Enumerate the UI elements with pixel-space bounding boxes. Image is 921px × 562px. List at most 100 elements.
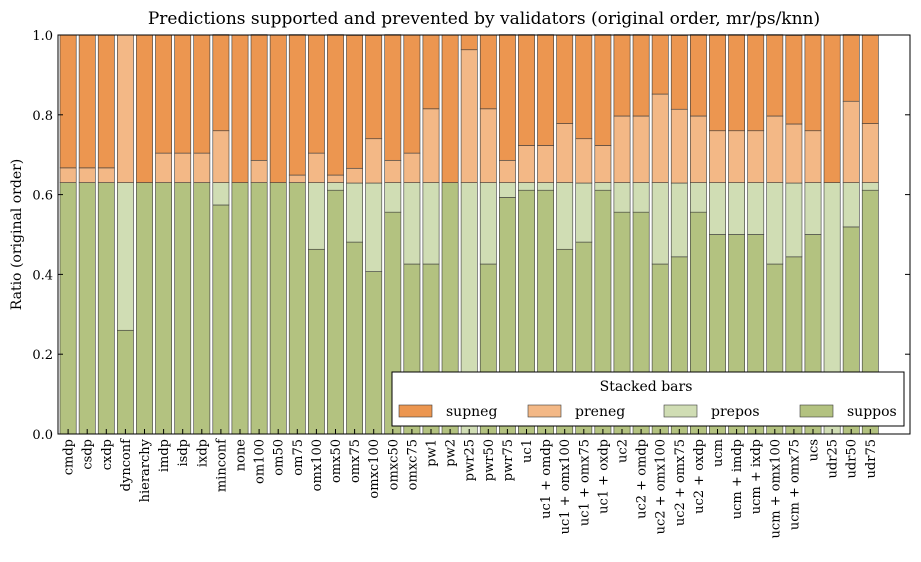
- bar-supneg-om75: [288, 34, 306, 176]
- bar-suppos-ixdp: [193, 182, 211, 435]
- bar-prepos-ucs: [804, 182, 822, 235]
- y-tick-label: 0.0: [32, 428, 53, 443]
- bar-suppos-om75: [288, 182, 306, 435]
- x-tick-label: uc2: [616, 439, 631, 463]
- bar-supneg-uc1-omx100: [556, 34, 574, 124]
- bar-preneg-pwr75: [498, 159, 516, 183]
- bar-supneg-uc2-omdp: [632, 34, 650, 117]
- bar-prepos-udr75: [861, 182, 879, 191]
- x-tick-label: pw1: [425, 439, 440, 467]
- bar-prepos-dynconf: [117, 182, 134, 331]
- x-tick-label: ucm + imdp: [730, 439, 745, 519]
- x-tick-label: udr75: [864, 439, 879, 478]
- x-tick-label: pwr50: [482, 439, 497, 481]
- bar-preneg-ucm-omx75: [785, 123, 803, 184]
- y-tick-label: 0.6: [32, 189, 53, 204]
- x-tick-label: omxc100: [367, 439, 382, 499]
- bar-prepos-uc2-oxdp: [689, 182, 707, 213]
- x-tick-label: none: [234, 439, 249, 472]
- bar-prepos-minconf: [212, 182, 230, 206]
- bar-prepos-udr50: [842, 182, 860, 228]
- bar-suppos-isdp: [174, 182, 192, 435]
- bar-prepos-ucm-ixdp: [747, 182, 765, 235]
- bar-preneg-ucm-ixdp: [747, 130, 765, 183]
- bar-supneg-omxc75: [403, 34, 421, 154]
- x-tick-label: pw2: [444, 439, 459, 467]
- bar-preneg-uc2: [613, 115, 631, 183]
- x-tick-label: ucs: [807, 439, 822, 461]
- bar-prepos-uc1-omx100: [556, 182, 574, 250]
- x-tick-label: omx75: [348, 439, 363, 483]
- y-tick-label: 0.4: [32, 268, 53, 283]
- x-tick-label: ucm: [711, 439, 726, 467]
- bar-suppos-cmdp: [59, 182, 77, 435]
- bar-preneg-omx50: [327, 174, 344, 183]
- bar-supneg-uc1-oxdp: [594, 34, 612, 146]
- bar-preneg-cxdp: [97, 167, 115, 183]
- bar-prepos-pwr75: [498, 182, 516, 198]
- bar-prepos-uc1-oxdp: [594, 182, 612, 191]
- bar-suppos-minconf: [212, 204, 230, 435]
- bar-supneg-cxdp: [97, 34, 115, 169]
- bar-supneg-om100: [250, 34, 268, 161]
- y-tick-label: 1.0: [32, 29, 53, 44]
- bar-supneg-udr75: [861, 34, 879, 124]
- bar-suppos-hierarchy: [136, 182, 153, 435]
- bar-supneg-omx75: [346, 35, 364, 169]
- bar-preneg-dynconf: [117, 34, 134, 183]
- bar-suppos-omxc100: [365, 271, 383, 435]
- bar-preneg-omxc50: [384, 159, 402, 183]
- bar-preneg-udr75: [861, 123, 879, 183]
- x-tick-label: uc2 + omdp: [635, 439, 650, 519]
- bar-prepos-pw1: [422, 182, 440, 265]
- bar-supneg-imdp: [155, 34, 173, 154]
- x-tick-label: ixdp: [195, 439, 210, 467]
- bar-supneg-omx100: [307, 34, 325, 154]
- bar-preneg-udr50: [842, 100, 860, 183]
- bar-preneg-imdp: [155, 152, 173, 183]
- x-tick-label: ucm + omx75: [787, 439, 802, 530]
- bar-preneg-uc2-oxdp: [689, 115, 707, 183]
- bar-supneg-ucm-imdp: [728, 34, 746, 132]
- bar-preneg-uc1: [518, 145, 535, 183]
- bar-preneg-uc2-omx100: [651, 93, 669, 183]
- bar-suppos-imdp: [155, 182, 173, 435]
- bar-suppos-none: [231, 182, 249, 435]
- bar-supneg-udr50: [842, 34, 860, 102]
- x-tick-label: uc1 + oxdp: [596, 439, 611, 514]
- bar-supneg-ucm: [709, 34, 726, 132]
- x-tick-label: minconf: [214, 438, 229, 492]
- bar-supneg-uc2: [613, 34, 631, 117]
- x-tick-label: omx50: [329, 439, 344, 483]
- bar-preneg-pwr25: [460, 49, 478, 183]
- bar-suppos-omx100: [307, 248, 325, 435]
- legend-swatch-preneg: [527, 404, 562, 418]
- bar-supneg-uc2-omx75: [670, 35, 688, 110]
- x-tick-label: udr50: [845, 439, 860, 478]
- x-tick-label: isdp: [176, 439, 191, 466]
- bar-preneg-omxc75: [403, 152, 421, 183]
- x-tick-label: csdp: [81, 439, 96, 470]
- bar-preneg-omx75: [346, 167, 364, 184]
- legend-label-preneg: preneg: [575, 404, 625, 420]
- legend-label-supneg: supneg: [446, 404, 497, 420]
- bar-prepos-ucm-omx75: [785, 182, 803, 258]
- bar-preneg-om75: [288, 174, 306, 183]
- y-tick-label: 0.8: [32, 109, 53, 124]
- bar-supneg-ucs: [804, 34, 822, 132]
- bar-suppos-om50: [269, 182, 287, 435]
- x-tick-label: uc1 + omdp: [539, 439, 554, 519]
- bar-supneg-omx50: [327, 34, 344, 176]
- bar-preneg-ixdp: [193, 152, 211, 183]
- bar-prepos-omxc75: [403, 182, 421, 265]
- legend-title: Stacked bars: [600, 379, 693, 395]
- legend-swatch-prepos: [663, 404, 698, 418]
- bar-preneg-uc1-omx100: [556, 123, 574, 183]
- bar-prepos-omx100: [307, 182, 325, 250]
- bar-preneg-uc2-omx75: [670, 108, 688, 184]
- bar-supneg-csdp: [78, 34, 96, 169]
- bar-supneg-pwr50: [479, 34, 497, 110]
- legend: Stacked bars supneg preneg prepos suppos: [391, 371, 905, 427]
- bar-supneg-minconf: [212, 34, 230, 132]
- bar-suppos-csdp: [78, 182, 96, 435]
